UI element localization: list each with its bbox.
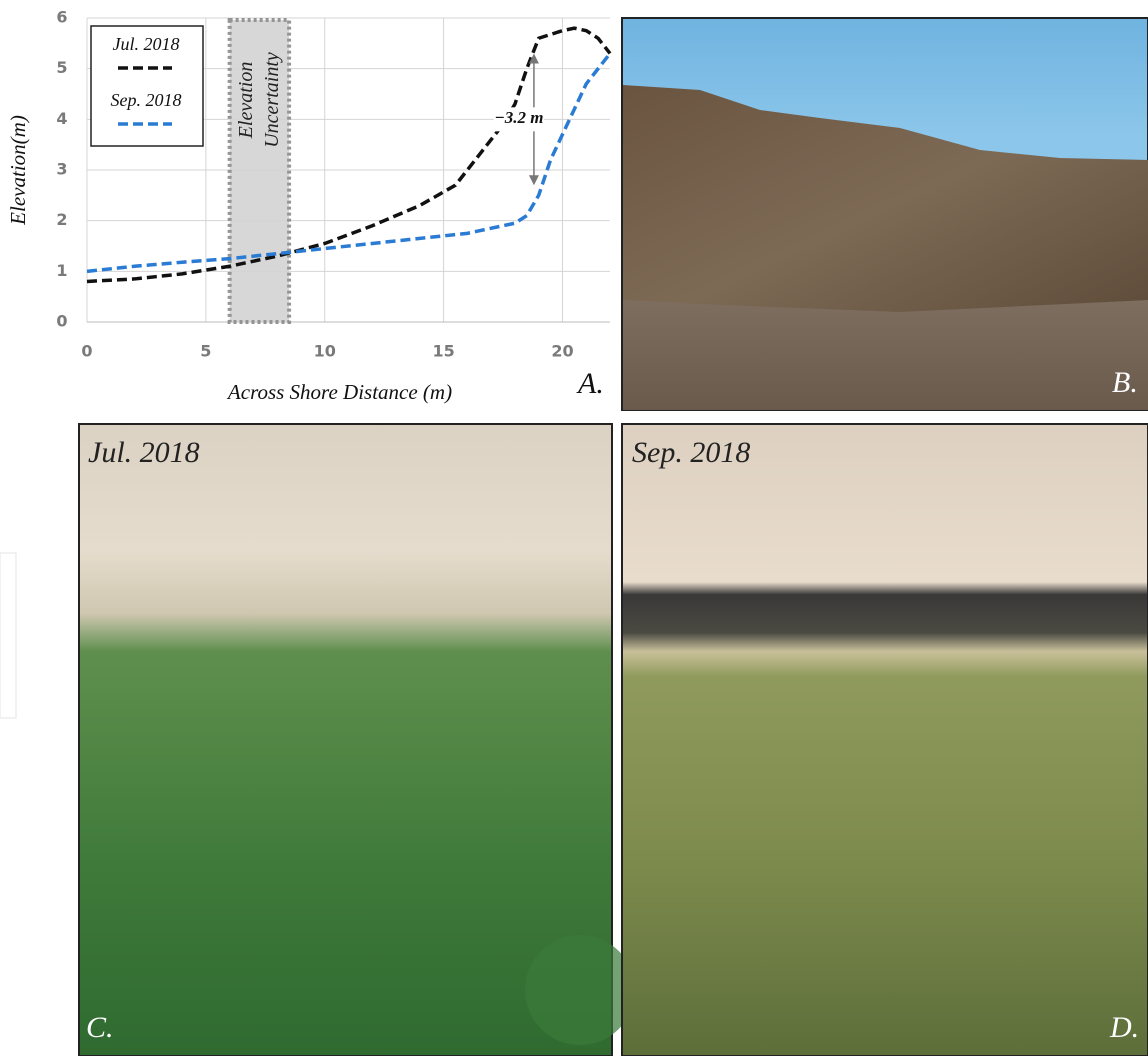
x-tick-label: 10 — [314, 342, 336, 361]
panel-label: D. — [1109, 1011, 1139, 1044]
y-tick-label: 4 — [56, 109, 67, 128]
panel-date: Sep. 2018 — [632, 436, 750, 469]
y-tick-label: 0 — [56, 312, 67, 331]
annotation: −3.2 m — [494, 108, 543, 127]
x-tick-label: 20 — [551, 342, 573, 361]
y-axis-title: Elevation(m) — [6, 115, 30, 226]
aerial-d — [622, 424, 1148, 1056]
photo-d: Sep. 2018 D. — [622, 424, 1148, 1056]
page: B. Jul. 2018 C. Sep. 2018 D. 0 1 2 3 4 5 6 0 5 10… — [0, 0, 1148, 1056]
panel-label: B. — [1112, 366, 1138, 399]
aerial-c — [79, 424, 612, 1056]
legend-label: Sep. 2018 — [111, 90, 182, 110]
y-tick-label: 3 — [56, 160, 67, 179]
shrub — [525, 935, 635, 1045]
photo-b: B. — [622, 18, 1148, 410]
legend-label: Jul. 2018 — [113, 34, 180, 54]
photo-c: Jul. 2018 C. — [79, 424, 635, 1056]
y-tick-label: 2 — [56, 210, 67, 229]
panel-label: C. — [86, 1011, 114, 1044]
faint-box — [0, 553, 16, 718]
arrow-head — [529, 175, 539, 185]
x-tick-label: 0 — [81, 342, 92, 361]
figure: B. Jul. 2018 C. Sep. 2018 D. 0 1 2 3 4 5 6 0 5 10… — [0, 0, 1148, 1056]
band-label: Elevation — [235, 62, 257, 140]
y-tick-label: 5 — [56, 58, 67, 77]
beach — [623, 300, 1148, 410]
panel-date: Jul. 2018 — [88, 436, 200, 469]
x-tick-label: 5 — [200, 342, 211, 361]
y-tick-label: 1 — [56, 261, 67, 280]
panel-label: A. — [576, 367, 604, 400]
x-tick-label: 15 — [432, 342, 454, 361]
y-tick-label: 6 — [56, 8, 67, 27]
x-axis-title: Across Shore Distance (m) — [226, 380, 452, 404]
band-label: Uncertainty — [261, 52, 283, 148]
